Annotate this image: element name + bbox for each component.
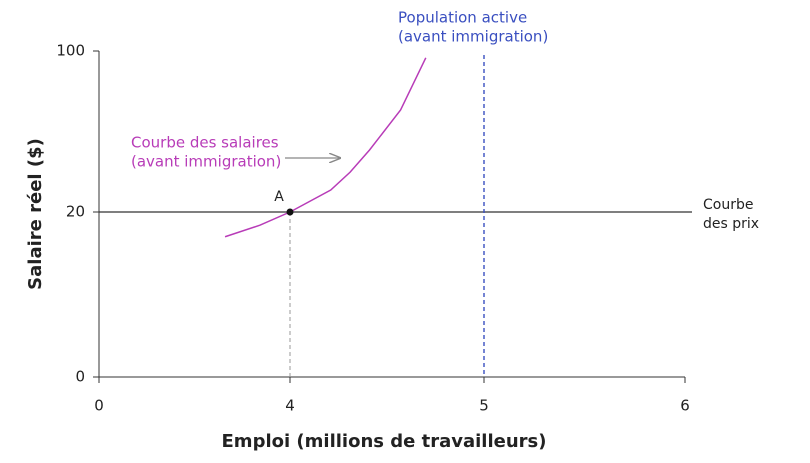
x-axis-title: Emploi (millions de travailleurs) bbox=[222, 431, 547, 452]
x-tick-label: 4 bbox=[285, 397, 295, 415]
y-axis-title: Salaire réel ($) bbox=[25, 138, 46, 290]
series-label: (avant immigration) bbox=[131, 153, 281, 171]
price-line-label: des prix bbox=[703, 216, 759, 232]
point-a bbox=[286, 208, 294, 216]
x-tick-label: 5 bbox=[479, 397, 489, 415]
x-tick-label: 0 bbox=[94, 397, 104, 415]
y-tick-label: 20 bbox=[66, 203, 85, 221]
price-line-label: Courbe bbox=[703, 197, 753, 213]
series-label: Courbe des salaires bbox=[131, 134, 279, 152]
y-tick-label: 0 bbox=[75, 368, 85, 386]
y-tick-label: 100 bbox=[56, 42, 85, 60]
labour-force-label: (avant immigration) bbox=[398, 28, 548, 46]
point-a-label: A bbox=[274, 189, 284, 205]
wage-curve bbox=[224, 57, 427, 238]
labour-force-label: Population active bbox=[398, 9, 527, 27]
x-tick-label: 6 bbox=[680, 397, 690, 415]
